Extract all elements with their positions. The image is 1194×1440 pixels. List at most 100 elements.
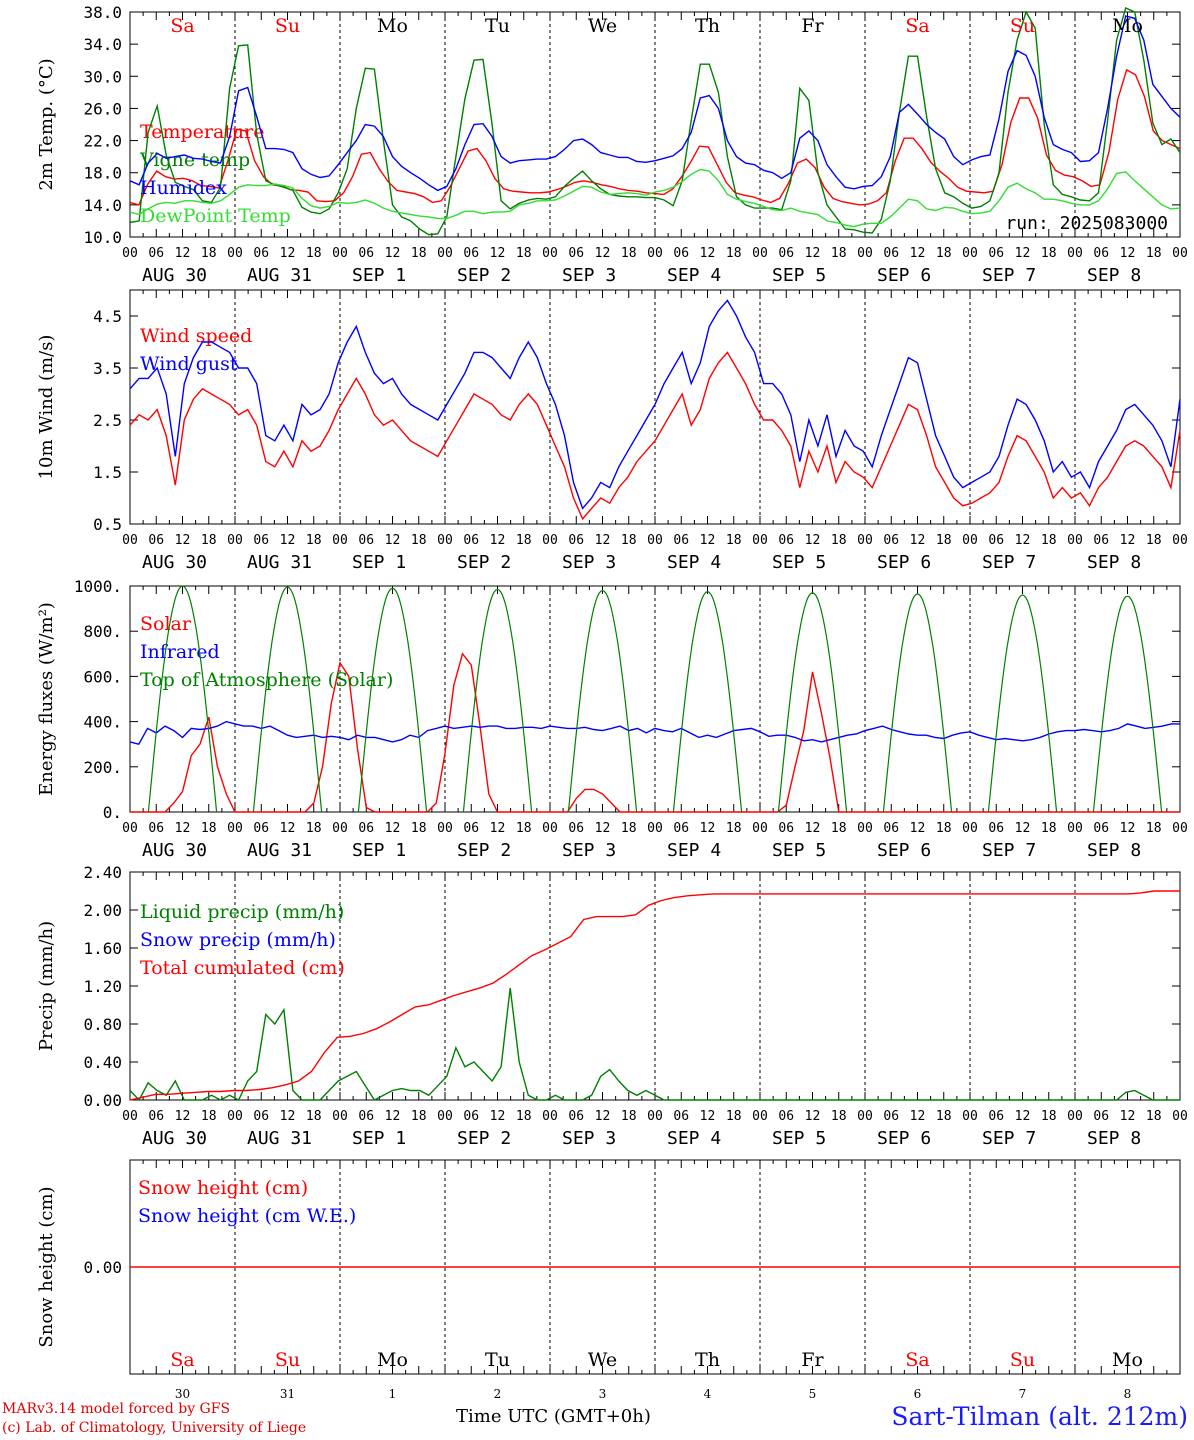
hour-tick-label: 12 xyxy=(490,821,506,836)
hour-tick-label: 18 xyxy=(621,246,637,261)
date-label: AUG 30 xyxy=(142,1128,207,1149)
model-credit: MARv3.14 model forced by GFS xyxy=(2,1401,231,1417)
hour-tick-label: 18 xyxy=(1041,533,1057,548)
hour-tick-label: 06 xyxy=(673,533,689,548)
hour-tick-label: 00 xyxy=(542,821,558,836)
date-label: SEP 7 xyxy=(982,1128,1036,1149)
toa-solar-arc xyxy=(987,594,1058,813)
hour-tick-label: 18 xyxy=(936,533,952,548)
y-tick-label: 0.40 xyxy=(83,1053,122,1072)
hour-tick-label: 06 xyxy=(988,533,1004,548)
day-name-label: Mo xyxy=(377,1349,408,1371)
y-tick-label: 22.0 xyxy=(83,132,122,151)
hour-tick-label: 18 xyxy=(726,1109,742,1124)
panel-frame xyxy=(129,11,1181,238)
hour-tick-label: 00 xyxy=(857,246,873,261)
hour-tick-label: 12 xyxy=(700,533,716,548)
day-name-label: Sa xyxy=(170,15,194,37)
y-tick-label: 26.0 xyxy=(83,99,122,118)
date-label: SEP 6 xyxy=(877,552,931,573)
hour-tick-label: 12 xyxy=(1015,246,1031,261)
date-label: AUG 31 xyxy=(247,552,312,573)
hour-tick-label: 00 xyxy=(437,1109,453,1124)
hour-tick-label: 06 xyxy=(778,1109,794,1124)
hour-tick-label: 12 xyxy=(385,821,401,836)
legend-entry: Liquid precip (mm/h) xyxy=(140,901,344,923)
hour-tick-label: 06 xyxy=(778,533,794,548)
hour-tick-label: 00 xyxy=(1172,533,1188,548)
hour-tick-label: 00 xyxy=(332,821,348,836)
hour-tick-label: 18 xyxy=(306,533,322,548)
hour-tick-label: 06 xyxy=(253,821,269,836)
date-label: SEP 7 xyxy=(982,840,1036,861)
hour-tick-label: 12 xyxy=(1015,533,1031,548)
hour-tick-label: 12 xyxy=(595,1109,611,1124)
hour-tick-label: 00 xyxy=(122,821,138,836)
hour-tick-label: 00 xyxy=(647,246,663,261)
hour-tick-label: 12 xyxy=(700,246,716,261)
hour-tick-label: 12 xyxy=(175,1109,191,1124)
hour-tick-label: 06 xyxy=(673,246,689,261)
hour-tick-label: 06 xyxy=(673,821,689,836)
series-line-vigne-temp xyxy=(129,7,1181,236)
legend-entry: Total cumulated (cm) xyxy=(140,957,345,979)
hour-tick-label: 12 xyxy=(385,246,401,261)
hour-tick-label: 12 xyxy=(490,1109,506,1124)
hour-tick-label: 00 xyxy=(962,533,978,548)
hour-tick-label: 12 xyxy=(280,1109,296,1124)
y-tick-label: 2.5 xyxy=(93,411,122,430)
hour-tick-label: 18 xyxy=(516,533,532,548)
series-line-infrared xyxy=(129,720,1180,746)
y-tick-label: 0.00 xyxy=(83,1091,122,1110)
hour-tick-label: 18 xyxy=(516,1109,532,1124)
hour-tick-label: 00 xyxy=(227,821,243,836)
hour-tick-label: 12 xyxy=(1120,1109,1136,1124)
hour-tick-label: 06 xyxy=(673,1109,689,1124)
hour-tick-label: 18 xyxy=(516,821,532,836)
date-label: SEP 2 xyxy=(457,840,511,861)
hour-tick-label: 06 xyxy=(988,1109,1004,1124)
hour-tick-label: 06 xyxy=(253,1109,269,1124)
hour-tick-label: 00 xyxy=(752,1109,768,1124)
copyright-credit: (c) Lab. of Climatology, University of L… xyxy=(2,1420,307,1436)
hour-tick-label: 12 xyxy=(1120,821,1136,836)
y-axis-label: 2m Temp. (°C) xyxy=(36,58,57,190)
hour-tick-label: 00 xyxy=(752,533,768,548)
hour-tick-label: 00 xyxy=(1172,246,1188,261)
date-label: SEP 4 xyxy=(667,552,721,573)
hour-tick-label: 06 xyxy=(253,246,269,261)
date-label: SEP 8 xyxy=(1087,265,1141,286)
y-tick-label: 34.0 xyxy=(83,35,122,54)
hour-tick-label: 12 xyxy=(805,1109,821,1124)
hour-tick-label: 12 xyxy=(910,821,926,836)
date-label: AUG 31 xyxy=(247,840,312,861)
series-line-temperature xyxy=(129,68,1181,206)
hour-tick-label: 00 xyxy=(1067,821,1083,836)
hour-tick-label: 18 xyxy=(621,821,637,836)
day-name-label: Su xyxy=(1010,1349,1035,1371)
series-line-liquid-precip-mm-h- xyxy=(129,987,1180,1102)
hour-tick-label: 06 xyxy=(463,821,479,836)
hour-tick-label: 06 xyxy=(568,1109,584,1124)
y-axis-label: Snow height (cm) xyxy=(36,1186,57,1347)
hour-tick-label: 06 xyxy=(883,821,899,836)
hour-tick-label: 18 xyxy=(306,821,322,836)
date-label: AUG 30 xyxy=(142,265,207,286)
hour-tick-label: 12 xyxy=(280,533,296,548)
hour-tick-label: 18 xyxy=(831,246,847,261)
hour-tick-label: 00 xyxy=(542,1109,558,1124)
hour-tick-label: 12 xyxy=(595,533,611,548)
date-label: SEP 6 xyxy=(877,840,931,861)
y-tick-label: 0.80 xyxy=(83,1015,122,1034)
hour-tick-label: 06 xyxy=(883,246,899,261)
hour-tick-label: 06 xyxy=(463,246,479,261)
hour-tick-label: 12 xyxy=(175,246,191,261)
day-number-label: 5 xyxy=(809,1387,817,1401)
y-tick-label: 14.0 xyxy=(83,196,122,215)
hour-tick-label: 18 xyxy=(831,1109,847,1124)
legend-entry: Snow precip (mm/h) xyxy=(140,929,336,951)
y-axis-label: Energy fluxes (W/m²) xyxy=(36,602,57,796)
hour-tick-label: 00 xyxy=(332,533,348,548)
hour-tick-label: 12 xyxy=(490,533,506,548)
toa-solar-arc xyxy=(567,589,638,813)
